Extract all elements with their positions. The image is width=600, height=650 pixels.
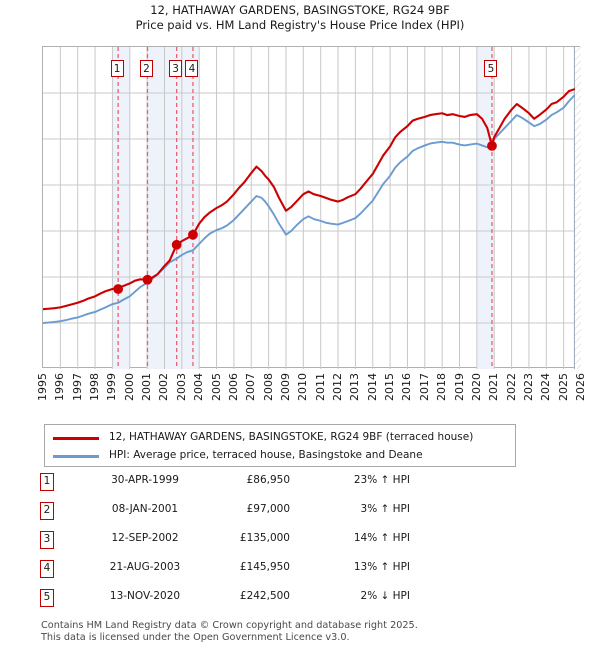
x-axis-tick-label: 2016 (400, 373, 414, 401)
x-axis-tick-label: 2018 (435, 373, 449, 401)
x-axis-tick-label: 2005 (209, 373, 223, 401)
x-axis-tick-label: 1996 (53, 373, 67, 401)
sale-marker-2[interactable]: 2 (139, 60, 153, 77)
x-axis-tick-label: 2025 (556, 373, 570, 401)
transactions-table: 1 30-APR-1999 £86,950 23% ↑ HPI 2 08-JAN-2001… (40, 471, 560, 616)
x-axis-tick-label: 2014 (365, 373, 379, 401)
transaction-price: £145,950 (239, 561, 290, 573)
x-axis-tick-label: 2011 (313, 373, 327, 401)
x-axis-tick-label: 2023 (521, 373, 535, 401)
x-axis-tick-label: 2006 (226, 373, 240, 401)
x-axis-tick-label: 2015 (383, 373, 397, 401)
transaction-date: 21-AUG-2003 (109, 561, 181, 573)
transaction-date: 13-NOV-2020 (109, 590, 181, 602)
transaction-hpi-delta: 23% ↑ HPI (353, 474, 410, 486)
x-axis-tick-label: 2000 (122, 373, 136, 401)
x-axis-tick-label: 2007 (244, 373, 258, 401)
legend-item-price-paid: 12, HATHAWAY GARDENS, BASINGSTOKE, RG24 … (45, 427, 515, 448)
transaction-index-badge: 1 (40, 473, 54, 491)
sale-marker-4[interactable]: 4 (185, 60, 199, 77)
footer-line-1: Contains HM Land Registry data © Crown c… (41, 620, 418, 631)
chart-frame (42, 46, 581, 369)
table-row[interactable]: 3 12-SEP-2002 £135,000 14% ↑ HPI (40, 529, 560, 558)
sale-marker-1[interactable]: 1 (110, 60, 124, 77)
transaction-index-badge: 3 (40, 531, 54, 549)
transaction-price: £242,500 (239, 590, 290, 602)
x-axis-tick-label: 2012 (331, 373, 345, 401)
x-axis-tick-label: 2022 (504, 373, 518, 401)
x-axis-tick-label: 2004 (192, 373, 206, 401)
table-row[interactable]: 2 08-JAN-2001 £97,000 3% ↑ HPI (40, 500, 560, 529)
transaction-hpi-delta: 13% ↑ HPI (353, 561, 410, 573)
x-axis-tick-label: 2003 (174, 373, 188, 401)
transaction-index-badge: 5 (40, 589, 54, 607)
table-row[interactable]: 1 30-APR-1999 £86,950 23% ↑ HPI (40, 471, 560, 500)
title-line-1: 12, HATHAWAY GARDENS, BASINGSTOKE, RG24 … (150, 3, 450, 17)
x-axis-tick-label: 2026 (574, 373, 587, 401)
legend-label-hpi: HPI: Average price, terraced house, Basi… (109, 449, 423, 461)
legend-label-price-paid: 12, HATHAWAY GARDENS, BASINGSTOKE, RG24 … (109, 431, 474, 443)
transaction-date: 12-SEP-2002 (111, 532, 179, 544)
transaction-hpi-delta: 14% ↑ HPI (353, 532, 410, 544)
transaction-index-badge: 2 (40, 502, 54, 520)
sale-marker-5[interactable]: 5 (484, 60, 498, 77)
x-axis-tick-label: 1995 (36, 373, 49, 401)
x-axis-tick-label: 2001 (140, 373, 154, 401)
chart-svg (43, 47, 581, 369)
x-axis-tick-label: 2013 (348, 373, 362, 401)
transaction-price: £97,000 (246, 503, 290, 515)
page-title: 12, HATHAWAY GARDENS, BASINGSTOKE, RG24 … (0, 3, 600, 33)
table-row[interactable]: 4 21-AUG-2003 £145,950 13% ↑ HPI (40, 558, 560, 587)
transaction-date: 08-JAN-2001 (111, 503, 179, 515)
x-axis-tick-label: 1999 (105, 373, 119, 401)
transaction-hpi-delta: 2% ↓ HPI (360, 590, 410, 602)
x-axis-tick-label: 2009 (278, 373, 292, 401)
footer-attribution: Contains HM Land Registry data © Crown c… (41, 620, 561, 643)
transaction-date: 30-APR-1999 (111, 474, 179, 486)
legend-item-hpi: HPI: Average price, terraced house, Basi… (45, 445, 515, 466)
x-axis-tick-label: 2002 (157, 373, 171, 401)
transaction-price: £86,950 (246, 474, 290, 486)
chart-legend: 12, HATHAWAY GARDENS, BASINGSTOKE, RG24 … (44, 424, 516, 467)
x-axis-tick-label: 2008 (261, 373, 275, 401)
legend-swatch-price-paid (53, 437, 99, 440)
title-line-2: Price paid vs. HM Land Registry's House … (135, 18, 465, 32)
x-axis-tick-label: 2021 (487, 373, 501, 401)
x-axis-tick-label: 2017 (417, 373, 431, 401)
legend-swatch-hpi (53, 455, 99, 458)
transaction-hpi-delta: 3% ↑ HPI (360, 503, 410, 515)
x-axis-tick-label: 1998 (88, 373, 102, 401)
transaction-price: £135,000 (239, 532, 290, 544)
x-axis-tick-label: 2020 (469, 373, 483, 401)
x-axis-tick-label: 2024 (539, 373, 553, 401)
sale-marker-3[interactable]: 3 (169, 60, 183, 77)
x-axis-tick-label: 1997 (70, 373, 84, 401)
footer-line-2: This data is licensed under the Open Gov… (41, 631, 350, 643)
transaction-index-badge: 4 (40, 560, 54, 578)
table-row[interactable]: 5 13-NOV-2020 £242,500 2% ↓ HPI (40, 587, 560, 616)
x-axis-tick-label: 2019 (452, 373, 466, 401)
x-axis-tick-label: 2010 (296, 373, 310, 401)
